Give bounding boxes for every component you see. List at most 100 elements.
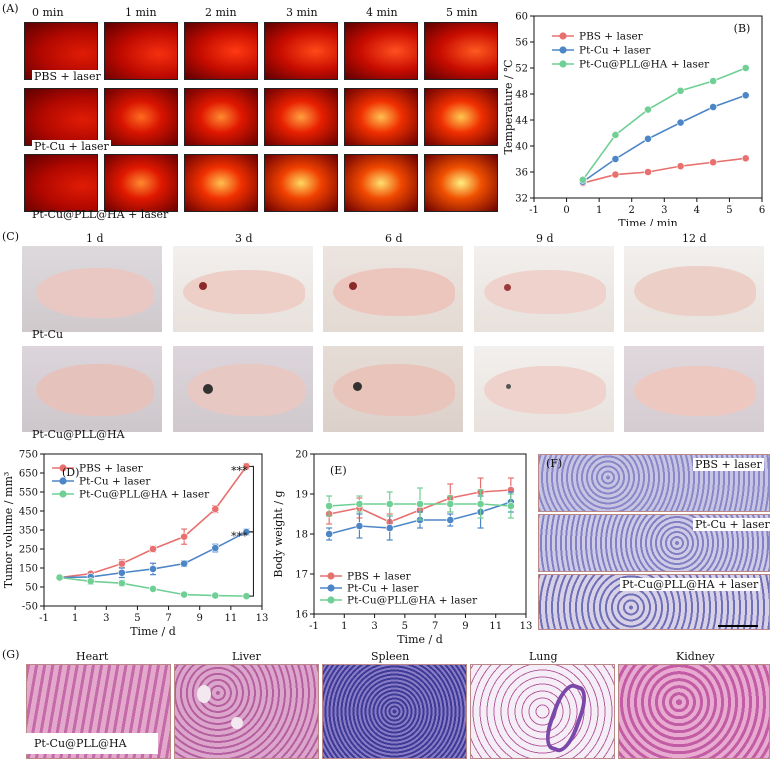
x-tick-label: 5: [134, 613, 140, 624]
row-label: PBS + laser: [32, 70, 103, 83]
x-tick-label: -1: [529, 205, 539, 216]
scale-bar: [718, 625, 758, 627]
thermal-image: [104, 154, 178, 212]
thermal-image: [264, 22, 338, 80]
row-label: Pt-Cu: [32, 328, 64, 341]
data-point: [676, 162, 685, 171]
legend-label: Pt-Cu + laser: [347, 583, 419, 595]
data-point: [180, 532, 189, 541]
mouse-photo: [624, 346, 764, 432]
row-label: Pt-Cu + laser: [693, 518, 772, 531]
thermal-image: [344, 22, 418, 80]
x-tick-label: 7: [165, 613, 171, 624]
y-tick-label: 750: [19, 450, 38, 461]
data-point: [355, 500, 364, 508]
data-point: [446, 516, 455, 524]
x-tick-label: -1: [39, 613, 49, 624]
legend-marker: [59, 477, 67, 485]
y-axis-label: Body weight / g: [272, 490, 285, 577]
x-tick-label: 9: [462, 621, 468, 632]
x-tick-label: 11: [489, 621, 502, 632]
y-tick-label: 20: [295, 450, 308, 461]
thermal-image: [24, 154, 98, 212]
thermal-image: [24, 88, 98, 146]
organ-label: Spleen: [371, 650, 410, 663]
legend-label: PBS + laser: [347, 571, 412, 583]
day-label: 6 d: [385, 232, 403, 245]
row-label: Pt-Cu@PLL@HA + laser: [32, 208, 169, 221]
data-point: [117, 568, 126, 577]
thermal-image: [184, 22, 258, 80]
day-label: 9 d: [536, 232, 554, 245]
data-point: [709, 103, 718, 111]
time-label: 0 min: [32, 6, 64, 19]
data-point: [709, 77, 718, 85]
data-point: [211, 505, 220, 513]
x-tick-label: 5: [726, 205, 732, 216]
legend-marker: [559, 46, 567, 54]
data-point: [644, 134, 652, 143]
legend-marker: [327, 572, 335, 580]
histology-image: [470, 664, 615, 759]
data-point: [741, 91, 750, 100]
mouse-photo: [474, 246, 614, 332]
data-point: [506, 502, 515, 510]
thermal-image: [424, 154, 498, 212]
legend-label: Pt-Cu + laser: [579, 45, 651, 57]
data-point: [446, 500, 455, 508]
x-tick-label: 3: [661, 205, 667, 216]
legend-label: Pt-Cu@PLL@HA + laser: [79, 489, 210, 501]
data-point: [741, 64, 750, 72]
data-point: [611, 155, 620, 163]
y-tick-label: 18: [295, 530, 308, 541]
thermal-image: [104, 22, 178, 80]
y-tick-label: 44: [515, 116, 528, 127]
x-tick-label: 1: [341, 621, 347, 632]
x-axis-label: Time / d: [397, 633, 443, 646]
x-tick-label: 2: [629, 205, 635, 216]
significance-bracket: [249, 531, 254, 597]
plot-frame: [313, 453, 527, 615]
y-tick-label: 650: [19, 469, 38, 480]
data-point: [385, 524, 394, 532]
time-label: 3 min: [286, 6, 318, 19]
data-point: [355, 522, 364, 530]
y-tick-label: 48: [515, 90, 528, 101]
organ-label: Lung: [529, 650, 558, 663]
y-tick-label: 250: [19, 545, 38, 556]
data-point: [180, 590, 189, 599]
data-point: [180, 559, 189, 568]
panel-label-f: (F): [546, 457, 563, 470]
panel-label-g: (G): [2, 648, 20, 661]
thermal-image: [184, 88, 258, 146]
data-point: [709, 158, 718, 167]
data-point: [676, 86, 685, 95]
data-point: [117, 579, 126, 588]
y-tick-label: 19: [295, 490, 308, 501]
x-tick-label: 3: [103, 613, 109, 624]
x-tick-label: 11: [224, 613, 237, 624]
mouse-photo: [323, 246, 463, 332]
y-axis-label: Temperature / ℃: [502, 59, 515, 154]
mouse-photo: [474, 346, 614, 432]
x-axis-label: Time / d: [130, 625, 176, 638]
histology-image: [322, 664, 467, 759]
panel-label-c: (C): [2, 230, 19, 243]
thermal-image: [344, 88, 418, 146]
time-label: 2 min: [205, 6, 237, 19]
legend-label: PBS + laser: [79, 463, 144, 475]
x-tick-label: 3: [371, 621, 377, 632]
histology-image: [174, 664, 319, 759]
data-point: [578, 175, 587, 184]
thermal-image: [344, 154, 418, 212]
day-label: 1 d: [86, 232, 104, 245]
data-point: [55, 573, 64, 582]
data-point: [149, 584, 157, 593]
data-point: [644, 105, 652, 114]
data-point: [611, 170, 620, 179]
mouse-photo: [173, 246, 313, 332]
thermal-image: [424, 22, 498, 80]
row-label: Pt-Cu@PLL@HA: [26, 733, 158, 754]
data-point: [385, 500, 394, 508]
